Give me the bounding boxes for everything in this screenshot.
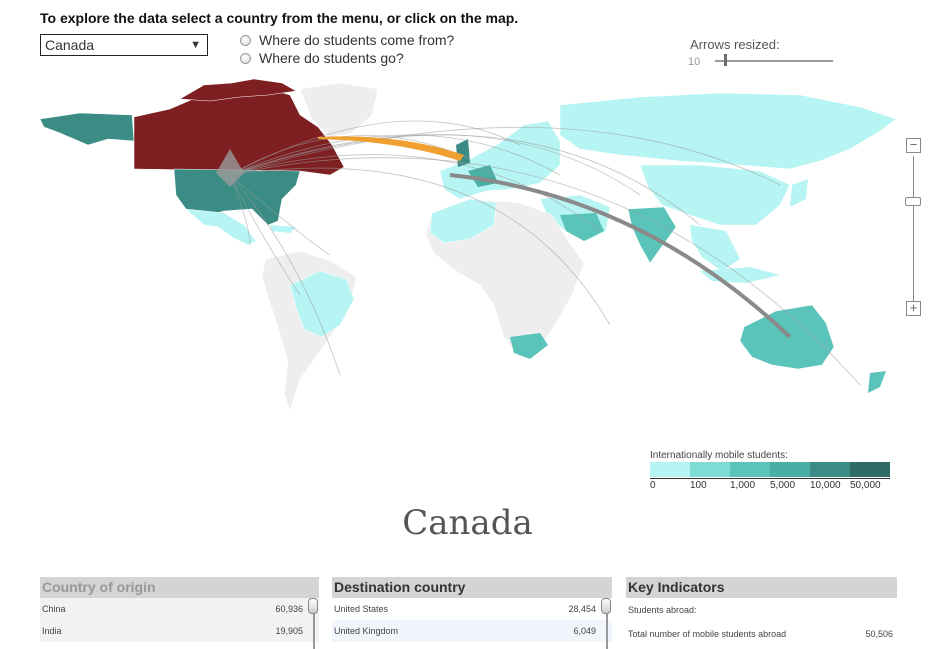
country-brazil[interactable] bbox=[289, 270, 355, 338]
country-south-africa[interactable] bbox=[510, 333, 548, 359]
legend-swatch bbox=[850, 462, 890, 477]
country-alaska[interactable] bbox=[39, 112, 135, 146]
panel-header: Country of origin bbox=[40, 577, 319, 598]
row-value: 60,936 bbox=[275, 604, 303, 614]
row-value: 28,454 bbox=[568, 604, 596, 614]
destination-scroll-track[interactable] bbox=[606, 606, 608, 649]
zoom-out-button[interactable]: − bbox=[906, 138, 921, 153]
legend-scale: 0 100 1,000 5,000 10,000 50,000 bbox=[650, 478, 890, 491]
table-row[interactable]: India 19,905 bbox=[40, 620, 319, 642]
us-flow-marker bbox=[216, 149, 244, 187]
panel-header: Key Indicators bbox=[626, 577, 897, 598]
legend-title: Internationally mobile students: bbox=[650, 450, 788, 461]
origin-scroll-handle[interactable] bbox=[308, 598, 318, 614]
table-row[interactable]: China 60,936 bbox=[40, 598, 319, 620]
land-masses bbox=[39, 78, 897, 412]
panel-key-indicators: Key Indicators Students abroad: Total nu… bbox=[626, 577, 897, 645]
panel-header: Destination country bbox=[332, 577, 612, 598]
indicator-label: Students abroad: bbox=[628, 605, 697, 615]
row-country: India bbox=[42, 626, 62, 636]
country-china[interactable] bbox=[639, 164, 791, 226]
arrows-slider-handle[interactable] bbox=[724, 54, 727, 66]
arrows-resized-label: Arrows resized: bbox=[690, 37, 780, 52]
radio-come-from[interactable]: Where do students come from? bbox=[240, 32, 454, 48]
world-map[interactable] bbox=[0, 75, 935, 435]
country-japan[interactable] bbox=[790, 179, 808, 207]
table-row: Students abroad: bbox=[626, 598, 897, 623]
zoom-slider-track[interactable] bbox=[913, 156, 914, 302]
row-country: China bbox=[42, 604, 66, 614]
country-australia[interactable] bbox=[739, 304, 835, 370]
flow-australia bbox=[449, 173, 792, 339]
country-canada-islands[interactable] bbox=[179, 78, 297, 102]
indicator-value: 50,506 bbox=[865, 629, 893, 639]
legend-swatch bbox=[810, 462, 850, 477]
legend-label: 50,000 bbox=[850, 480, 881, 491]
radio-button-icon[interactable] bbox=[240, 52, 251, 64]
zoom-slider-handle[interactable] bbox=[905, 197, 921, 206]
legend-label: 5,000 bbox=[770, 480, 796, 491]
country-greenland[interactable] bbox=[299, 82, 379, 138]
radio-button-icon[interactable] bbox=[240, 34, 251, 46]
legend-color-bar bbox=[650, 462, 890, 477]
radio-come-from-label: Where do students come from? bbox=[259, 32, 455, 48]
legend-swatch bbox=[770, 462, 810, 477]
country-select-value: Canada bbox=[45, 37, 95, 53]
table-row[interactable]: United States 28,454 bbox=[332, 598, 612, 620]
arrows-resized-value: 10 bbox=[688, 56, 701, 68]
row-country: United States bbox=[334, 604, 389, 614]
highlight-flow-uk bbox=[318, 136, 464, 161]
table-row[interactable]: United Kingdom 6,049 bbox=[332, 620, 612, 642]
region-europe[interactable] bbox=[439, 120, 561, 200]
radio-go-to-label: Where do students go? bbox=[259, 50, 404, 66]
panel-country-of-origin: Country of origin China 60,936 India 19,… bbox=[40, 577, 319, 642]
destination-scroll-handle[interactable] bbox=[601, 598, 611, 614]
legend-label: 1,000 bbox=[730, 480, 756, 491]
legend-label: 10,000 bbox=[810, 480, 841, 491]
region-caribbean[interactable] bbox=[270, 225, 296, 233]
row-country: United Kingdom bbox=[334, 626, 399, 636]
row-value: 19,905 bbox=[275, 626, 303, 636]
region-north-africa[interactable] bbox=[429, 198, 497, 244]
country-select[interactable]: Canada ▼ bbox=[40, 34, 208, 56]
chevron-down-icon: ▼ bbox=[190, 39, 201, 51]
row-value: 6,049 bbox=[573, 626, 596, 636]
zoom-in-button[interactable]: + bbox=[906, 301, 921, 316]
country-new-zealand[interactable] bbox=[868, 371, 886, 393]
flow-lines bbox=[229, 120, 861, 386]
legend-swatch bbox=[650, 462, 690, 477]
region-russia[interactable] bbox=[559, 92, 897, 170]
arrows-slider-track[interactable] bbox=[715, 60, 833, 62]
selected-country-title: Canada bbox=[402, 503, 533, 543]
legend-swatch bbox=[690, 462, 730, 477]
country-mexico[interactable] bbox=[185, 208, 257, 246]
country-saudi-arabia[interactable] bbox=[560, 213, 604, 241]
region-southeast-asia[interactable] bbox=[690, 225, 740, 271]
origin-scroll-track[interactable] bbox=[313, 606, 315, 649]
table-row: Total number of mobile students abroad 5… bbox=[626, 623, 897, 645]
panel-destination-country: Destination country United States 28,454… bbox=[332, 577, 612, 642]
radio-go-to[interactable]: Where do students go? bbox=[240, 50, 404, 66]
legend-label: 0 bbox=[650, 480, 656, 491]
legend-label: 100 bbox=[690, 480, 707, 491]
legend-swatch bbox=[730, 462, 770, 477]
instruction-text: To explore the data select a country fro… bbox=[40, 10, 519, 26]
indicator-label: Total number of mobile students abroad bbox=[628, 629, 787, 639]
